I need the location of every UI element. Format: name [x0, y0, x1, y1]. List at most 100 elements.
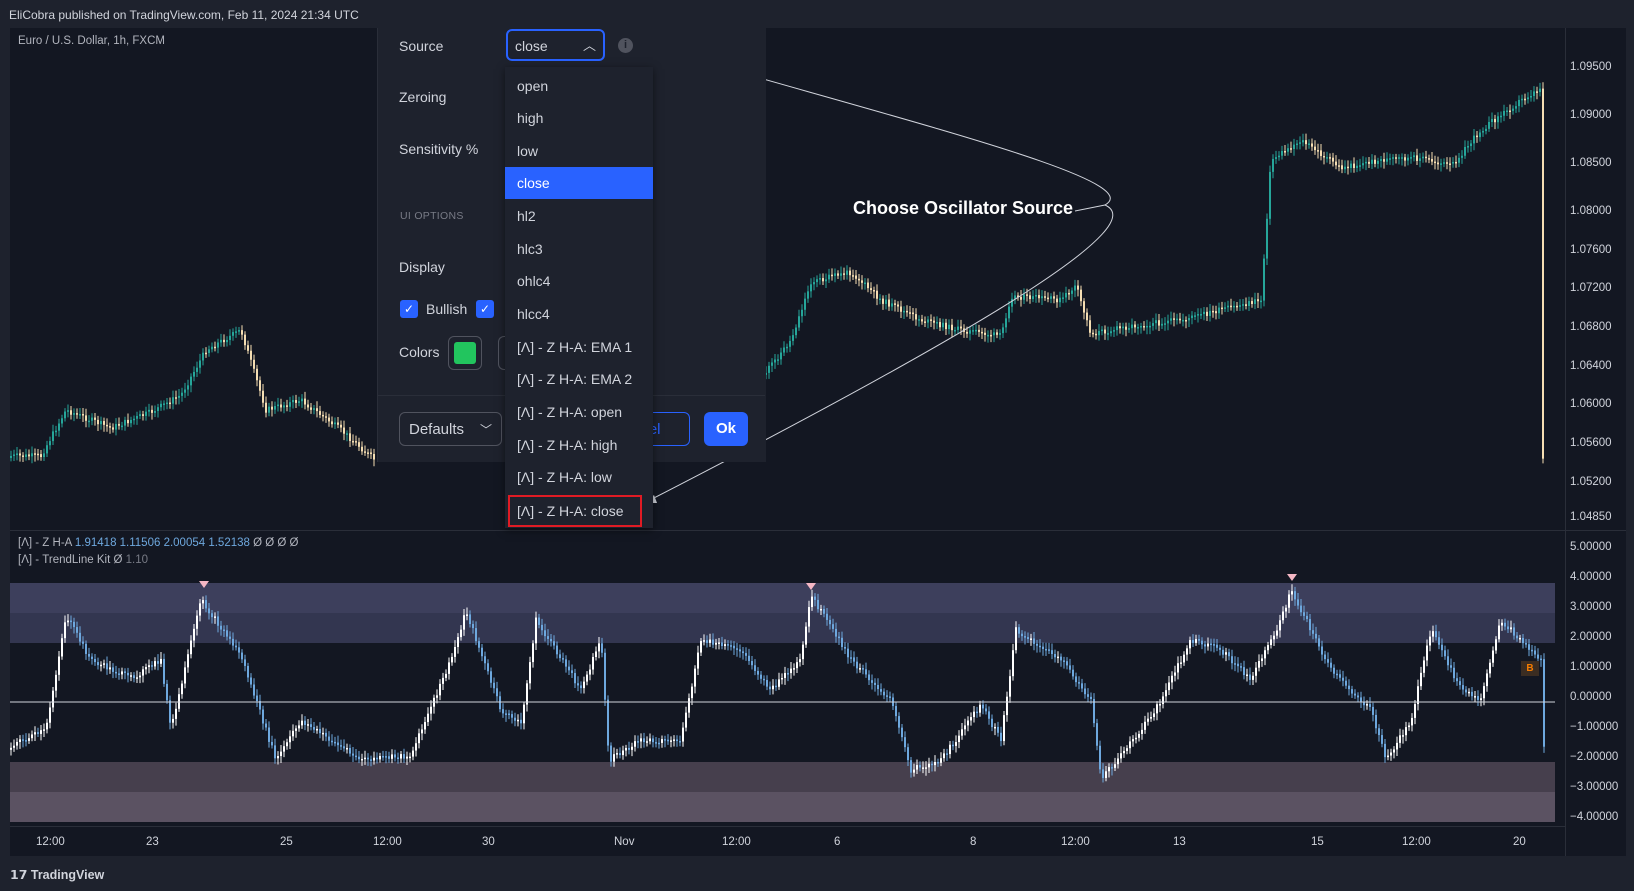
candle-body: [1447, 656, 1449, 666]
candle-body: [981, 331, 983, 334]
candle-body: [508, 713, 510, 716]
candle-body: [853, 657, 855, 662]
candle-body: [139, 675, 141, 678]
candle-body: [1360, 697, 1362, 702]
candle-body: [37, 732, 39, 734]
time-tick: 12:00: [1061, 836, 1090, 848]
candle-body: [1426, 645, 1428, 661]
candle-body: [19, 739, 21, 742]
candle-body: [882, 298, 884, 304]
candle-body: [118, 423, 120, 426]
candle-body: [1542, 88, 1544, 459]
candle-body: [1467, 146, 1469, 148]
defaults-label: Defaults: [409, 421, 465, 438]
candle-body: [1053, 296, 1055, 299]
candle-body: [1371, 159, 1373, 164]
dropdown-option[interactable]: open: [517, 78, 549, 94]
candle-body: [334, 422, 336, 425]
ok-button[interactable]: Ok: [704, 412, 748, 446]
candle-body: [1278, 155, 1280, 158]
candle-body: [28, 738, 30, 741]
candle-body: [894, 303, 896, 305]
candle-body: [184, 389, 186, 393]
candle-body: [229, 335, 231, 340]
dropdown-option[interactable]: [Λ] - Z H-A: EMA 2: [517, 371, 633, 387]
candle-body: [430, 706, 432, 714]
candle-body: [1128, 328, 1130, 330]
candle-body: [1462, 685, 1464, 690]
candle-body: [957, 326, 959, 330]
candle-body: [217, 616, 219, 626]
candle-body: [795, 327, 797, 336]
candle-body: [1437, 162, 1439, 165]
dropdown-option-selected[interactable]: close: [505, 167, 653, 199]
pane-divider[interactable]: [10, 530, 1626, 531]
candle-body: [852, 275, 854, 277]
candle-body: [1525, 643, 1527, 645]
symbol-legend[interactable]: Euro / U.S. Dollar, 1h, FXCM: [18, 35, 165, 47]
dropdown-option[interactable]: ohlc4: [517, 273, 551, 289]
candle-body: [1423, 660, 1425, 673]
dropdown-option[interactable]: hlcc4: [517, 306, 550, 322]
candle-body: [121, 425, 123, 428]
dropdown-option[interactable]: [Λ] - Z H-A: low: [517, 469, 612, 485]
candle-body: [1177, 663, 1179, 673]
bearish-checkbox[interactable]: ✓: [476, 300, 494, 318]
dropdown-option[interactable]: [Λ] - Z H-A: EMA 1: [517, 339, 633, 355]
candle-body: [1263, 258, 1265, 301]
source-dropdown[interactable]: open high low close hl2 hlc3 ohlc4 hlcc4…: [505, 67, 653, 528]
candle-body: [409, 756, 411, 759]
candle-body: [1122, 326, 1124, 329]
candle-body: [1146, 325, 1148, 328]
dropdown-option[interactable]: [Λ] - Z H-A: open: [517, 404, 623, 420]
dropdown-option[interactable]: hl2: [517, 208, 536, 224]
candle-body: [1078, 682, 1080, 684]
candle-body: [511, 714, 513, 718]
candle-body: [1075, 676, 1077, 683]
bullish-checkbox[interactable]: ✓: [400, 300, 418, 318]
peak-marker: [199, 581, 209, 588]
dropdown-option[interactable]: [Λ] - Z H-A: high: [517, 437, 618, 453]
candle-body: [310, 407, 312, 410]
candle-body: [589, 669, 591, 675]
candle-body: [898, 716, 900, 728]
candle-body: [1005, 318, 1007, 328]
candle-body: [813, 282, 815, 285]
tv-icon: 𝟭𝟳: [10, 868, 31, 882]
candle-body: [823, 608, 825, 614]
candle-body: [745, 653, 747, 656]
dropdown-option-highlighted[interactable]: [Λ] - Z H-A: close: [508, 495, 642, 527]
candle-body: [652, 738, 654, 743]
info-icon[interactable]: i: [618, 38, 633, 53]
candle-body: [367, 757, 369, 760]
candle-body: [166, 683, 168, 701]
candle-body: [777, 359, 779, 361]
dropdown-option[interactable]: high: [517, 110, 544, 126]
candle-body: [1204, 644, 1206, 647]
candle-body: [316, 728, 318, 731]
candle-body: [238, 330, 240, 332]
bullish-color-swatch[interactable]: [448, 336, 482, 370]
source-select[interactable]: close ︿: [506, 29, 605, 61]
bearish-color-swatch[interactable]: [498, 336, 508, 370]
candle-body: [1066, 661, 1068, 666]
candle-body: [385, 756, 387, 758]
candle-body: [1105, 771, 1107, 778]
candle-body: [946, 753, 948, 755]
candle-body: [202, 600, 204, 604]
tradingview-logo[interactable]: 𝟭𝟳 TradingView: [10, 867, 104, 882]
candle-body: [925, 767, 927, 769]
candle-body: [1095, 333, 1097, 336]
candle-body: [553, 641, 555, 646]
indicator-legend-1[interactable]: [Λ] - Z H-A 1.91418 1.11506 2.00054 1.52…: [18, 537, 298, 549]
candle-body: [490, 671, 492, 683]
candle-body: [1237, 663, 1239, 667]
defaults-button[interactable]: Defaults ﹀: [399, 412, 502, 446]
candle-body: [1272, 158, 1274, 172]
dropdown-option[interactable]: low: [517, 143, 539, 159]
indicator-legend-2[interactable]: [Λ] - TrendLine Kit Ø 1.10: [18, 554, 148, 566]
candle-body: [340, 424, 342, 428]
dropdown-option[interactable]: hlc3: [517, 241, 543, 257]
candle-body: [1275, 157, 1277, 159]
